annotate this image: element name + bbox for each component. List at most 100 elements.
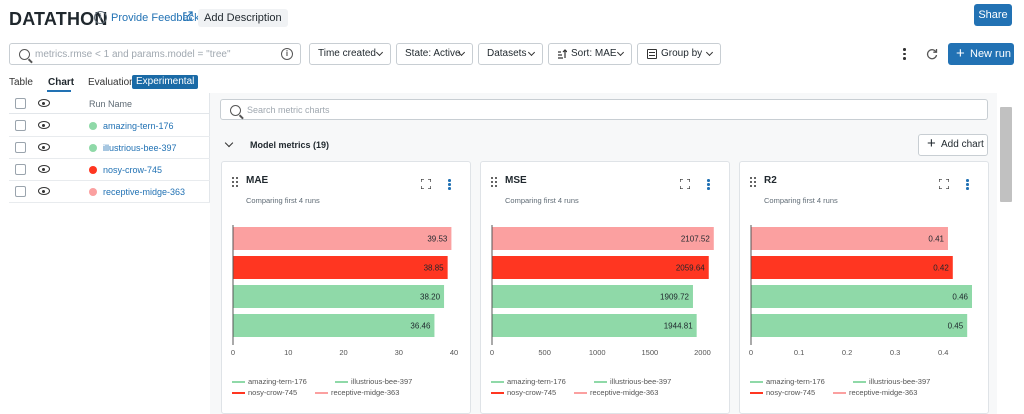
x-tick-label: 0.1 xyxy=(794,348,804,357)
row-checkbox[interactable] xyxy=(15,142,26,153)
add-chart-label: Add chart xyxy=(941,139,984,150)
legend-item[interactable]: nosy-crow-745 xyxy=(232,388,297,397)
collapse-section-icon[interactable] xyxy=(224,138,234,148)
table-row[interactable]: receptive-midge-363 xyxy=(9,181,210,203)
eye-icon[interactable] xyxy=(38,121,50,129)
fullscreen-icon[interactable] xyxy=(939,179,949,189)
datasets-dropdown[interactable]: Datasets xyxy=(478,43,543,65)
eye-icon[interactable] xyxy=(38,187,50,195)
add-description-button[interactable]: Add Description xyxy=(198,9,288,27)
tab-evaluation[interactable]: Evaluation xyxy=(88,77,135,88)
eye-icon[interactable] xyxy=(38,99,50,107)
share-button[interactable]: Share xyxy=(974,4,1012,26)
bar-value-label: 38.85 xyxy=(424,264,445,273)
chart-search-placeholder: Search metric charts xyxy=(247,105,330,115)
table-row[interactable]: amazing-tern-176 xyxy=(9,115,210,137)
bar-nosy-crow-745[interactable] xyxy=(233,256,448,279)
add-chart-button[interactable]: + Add chart xyxy=(918,134,988,156)
eye-icon[interactable] xyxy=(38,143,50,151)
info-icon[interactable]: i xyxy=(94,11,107,24)
legend-item[interactable]: amazing-tern-176 xyxy=(750,377,825,386)
run-name-link[interactable]: receptive-midge-363 xyxy=(103,187,186,197)
bar-value-label: 39.53 xyxy=(427,235,448,244)
row-checkbox[interactable] xyxy=(15,186,26,197)
drag-handle-icon[interactable] xyxy=(491,177,498,187)
bar-receptive-midge-363[interactable] xyxy=(492,227,714,250)
refresh-icon[interactable] xyxy=(926,48,938,60)
tab-chart[interactable]: Chart xyxy=(48,77,75,88)
experiment-title: DATATHON xyxy=(9,9,108,29)
eye-icon[interactable] xyxy=(38,165,50,173)
run-name-link[interactable]: nosy-crow-745 xyxy=(103,165,163,175)
bar-amazing-tern-176[interactable] xyxy=(751,285,972,308)
chart-search-input[interactable]: Search metric charts xyxy=(220,99,988,120)
runs-table: Run Name amazing-tern-176 illustrious-be… xyxy=(9,93,210,203)
tab-table[interactable]: Table xyxy=(9,77,33,88)
run-name-column-header: Run Name xyxy=(89,99,133,109)
runs-search-input[interactable]: metrics.rmse < 1 and params.model = "tre… xyxy=(9,43,301,65)
legend-item[interactable]: illustrious-bee-397 xyxy=(594,377,671,386)
more-options-icon[interactable] xyxy=(903,48,906,61)
scrollbar[interactable] xyxy=(1000,107,1012,202)
sort-dropdown[interactable]: Sort: MAE xyxy=(548,43,632,65)
chart-options-icon[interactable] xyxy=(707,179,710,191)
chevron-down-icon xyxy=(527,48,536,57)
chart-subtitle: Comparing first 4 runs xyxy=(246,196,320,205)
time-created-dropdown[interactable]: Time created xyxy=(309,43,391,65)
new-run-button[interactable]: + New run xyxy=(948,43,1014,65)
legend-item[interactable]: receptive-midge-363 xyxy=(574,388,658,397)
legend-item[interactable]: nosy-crow-745 xyxy=(750,388,815,397)
bar-nosy-crow-745[interactable] xyxy=(492,256,709,279)
search-info-icon[interactable]: i xyxy=(281,48,293,60)
legend-swatch xyxy=(574,392,587,394)
select-all-checkbox[interactable] xyxy=(15,98,26,109)
row-checkbox[interactable] xyxy=(15,120,26,131)
legend-label: illustrious-bee-397 xyxy=(869,377,931,386)
chart-options-icon[interactable] xyxy=(448,179,451,191)
state-dropdown[interactable]: State: Active xyxy=(396,43,473,65)
bar-nosy-crow-745[interactable] xyxy=(751,256,953,279)
legend-item[interactable]: amazing-tern-176 xyxy=(232,377,307,386)
fullscreen-icon[interactable] xyxy=(421,179,431,189)
run-color-dot xyxy=(89,166,97,174)
legend-label: illustrious-bee-397 xyxy=(351,377,413,386)
drag-handle-icon[interactable] xyxy=(232,177,239,187)
fullscreen-icon[interactable] xyxy=(680,179,690,189)
legend-swatch xyxy=(232,381,245,383)
bar-receptive-midge-363[interactable] xyxy=(751,227,948,250)
x-tick-label: 0.4 xyxy=(938,348,948,357)
bar-chart: 0.41 0.42 0.46 0.45 0 0.1 0.2 0.3 0.4 xyxy=(749,225,972,357)
table-row[interactable]: illustrious-bee-397 xyxy=(9,137,210,159)
legend-item[interactable]: illustrious-bee-397 xyxy=(853,377,930,386)
chevron-down-icon xyxy=(705,48,714,57)
external-link-icon[interactable] xyxy=(182,11,193,22)
legend-swatch xyxy=(491,381,504,383)
bar-illustrious-bee-397[interactable] xyxy=(492,314,697,337)
bar-receptive-midge-363[interactable] xyxy=(233,227,452,250)
active-tab-indicator xyxy=(47,90,71,92)
legend-label: illustrious-bee-397 xyxy=(610,377,672,386)
x-tick-label: 30 xyxy=(395,348,403,357)
group-by-dropdown[interactable]: Group by xyxy=(637,43,721,65)
legend-item[interactable]: receptive-midge-363 xyxy=(833,388,917,397)
bar-amazing-tern-176[interactable] xyxy=(492,285,693,308)
chart-options-icon[interactable] xyxy=(966,179,969,191)
bar-amazing-tern-176[interactable] xyxy=(233,285,445,308)
run-name-link[interactable]: illustrious-bee-397 xyxy=(103,143,177,153)
run-name-link[interactable]: amazing-tern-176 xyxy=(103,121,174,131)
legend-item[interactable]: nosy-crow-745 xyxy=(491,388,556,397)
drag-handle-icon[interactable] xyxy=(750,177,757,187)
legend-item[interactable]: receptive-midge-363 xyxy=(315,388,399,397)
legend-item[interactable]: amazing-tern-176 xyxy=(491,377,566,386)
group-icon xyxy=(647,49,657,59)
runs-table-header: Run Name xyxy=(9,93,210,114)
row-checkbox[interactable] xyxy=(15,164,26,175)
bar-illustrious-bee-397[interactable] xyxy=(233,314,435,337)
table-row[interactable]: nosy-crow-745 xyxy=(9,159,210,181)
search-icon xyxy=(19,49,30,60)
bar-illustrious-bee-397[interactable] xyxy=(751,314,968,337)
legend-item[interactable]: illustrious-bee-397 xyxy=(335,377,412,386)
legend-swatch xyxy=(335,381,348,383)
provide-feedback-link[interactable]: Provide Feedback xyxy=(111,12,200,24)
legend-label: amazing-tern-176 xyxy=(507,377,566,386)
